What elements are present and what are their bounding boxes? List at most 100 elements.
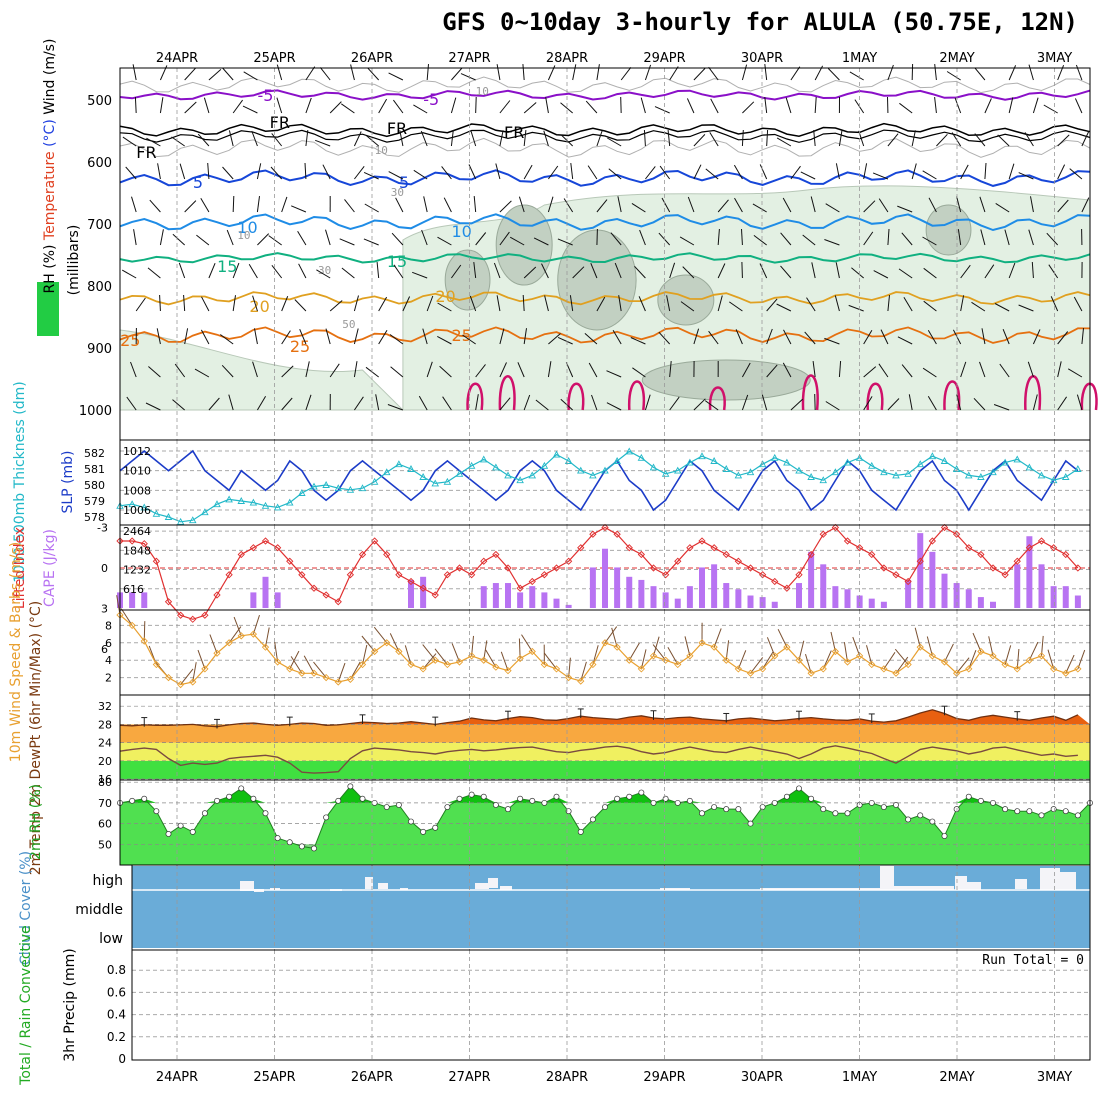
wind10-barb: [422, 653, 437, 670]
wind-barb: [960, 361, 967, 378]
wind10-point: [189, 678, 197, 686]
li-point: [358, 550, 367, 559]
li-point: [552, 564, 561, 572]
wind-barb: [776, 303, 792, 312]
rh-area-50: [925, 204, 972, 256]
wind-barb: [412, 271, 428, 279]
rh-point: [941, 833, 948, 839]
wind-barb: [304, 162, 307, 180]
wind-barb: [395, 197, 404, 213]
wind-barb: [936, 133, 948, 147]
wind-barb: [171, 136, 185, 147]
wind-barb: [475, 394, 479, 411]
rh-point: [226, 793, 233, 800]
wind-barb: [638, 296, 646, 312]
wind10-barb: [274, 642, 279, 663]
rh-point: [662, 795, 669, 802]
wind10-barb: [197, 649, 206, 670]
date-label-bottom: 1MAY: [842, 1070, 877, 1085]
thickness-point: [576, 466, 585, 474]
wind-barb: [228, 394, 234, 411]
panel-frame: [131, 949, 1091, 1061]
pressure-tick: 600: [87, 156, 112, 171]
wind-barb: [630, 337, 646, 345]
temp-tick: 24: [98, 737, 112, 750]
wind-barb: [614, 262, 622, 279]
precip-tick: 0.8: [107, 963, 126, 977]
thickness-point: [213, 500, 221, 508]
wind-barb: [208, 69, 222, 81]
wind-barb: [729, 301, 743, 312]
thickness-point: [722, 465, 731, 472]
wind10-point: [1049, 665, 1058, 673]
thickness-point: [346, 485, 355, 493]
wind-barb: [1008, 262, 1016, 279]
cloud-gap: [660, 888, 690, 890]
wind-barb: [973, 397, 986, 411]
wind10-point: [395, 647, 403, 656]
li-point: [746, 564, 755, 572]
wind-barb: [608, 168, 622, 180]
wind10-barb: [303, 655, 315, 674]
wind-barb: [499, 328, 505, 345]
rh-tick: 80: [98, 776, 112, 789]
wind10-point: [601, 639, 609, 647]
wind-barb: [522, 294, 525, 312]
precip-contour: [628, 380, 646, 411]
cape-bar: [141, 592, 148, 608]
axis-title-part: Wind (m/s): [42, 39, 58, 115]
panel-bg: [120, 440, 1090, 525]
rh-point: [347, 783, 354, 790]
slp-tick: 1010: [123, 465, 151, 478]
wind-barb: [606, 370, 622, 378]
wind10-point: [965, 665, 973, 673]
temp-tick: 16: [98, 773, 112, 786]
wind10-barb: [628, 642, 640, 661]
wind-barb: [960, 264, 971, 279]
wind-barb: [776, 137, 792, 147]
wind-barb: [499, 231, 510, 246]
li-point: [273, 544, 282, 552]
wind10-point: [431, 656, 439, 664]
thickness-tick: 579: [84, 495, 105, 508]
wind-barb: [620, 66, 632, 81]
li-point: [504, 564, 512, 572]
wind-barb: [248, 264, 258, 279]
li-point: [516, 584, 524, 592]
li-point: [601, 523, 609, 532]
wind-barb: [974, 67, 986, 81]
rh-point: [699, 810, 705, 817]
cape-bar: [529, 586, 536, 608]
thickness-point: [164, 513, 173, 520]
wind10-point: [674, 660, 682, 669]
wind-barb: [643, 129, 646, 147]
wind-barb: [1050, 296, 1059, 312]
thickness-point: [977, 473, 985, 480]
wind-barb: [305, 394, 312, 411]
wind-barb: [391, 232, 404, 246]
wind10-barb: [500, 651, 509, 671]
cape-tick: 616: [123, 583, 144, 596]
wind10-point: [249, 630, 258, 638]
wind-barb: [509, 236, 525, 246]
wind-barb: [1073, 296, 1083, 312]
wind10-barb: [1028, 641, 1039, 661]
wind-barb: [363, 171, 379, 180]
wind-barb: [133, 229, 137, 246]
date-label-bottom: 28APR: [546, 1070, 588, 1085]
temp-tick: 28: [98, 718, 112, 731]
wind-barb: [344, 199, 355, 213]
wind10-barb: [483, 640, 488, 661]
rh-contour-10: [119, 76, 1091, 94]
date-label-bottom: 29APR: [643, 1070, 685, 1085]
wind-barb: [135, 297, 146, 312]
thickness-point: [419, 473, 427, 480]
wind-barb: [222, 166, 234, 180]
wind-barb: [271, 264, 283, 279]
wind-barb: [863, 396, 873, 411]
li-point: [868, 550, 876, 559]
wind-barb: [928, 197, 937, 213]
li-point: [649, 564, 658, 572]
li-point: [819, 530, 827, 538]
rh-point: [1014, 808, 1021, 815]
